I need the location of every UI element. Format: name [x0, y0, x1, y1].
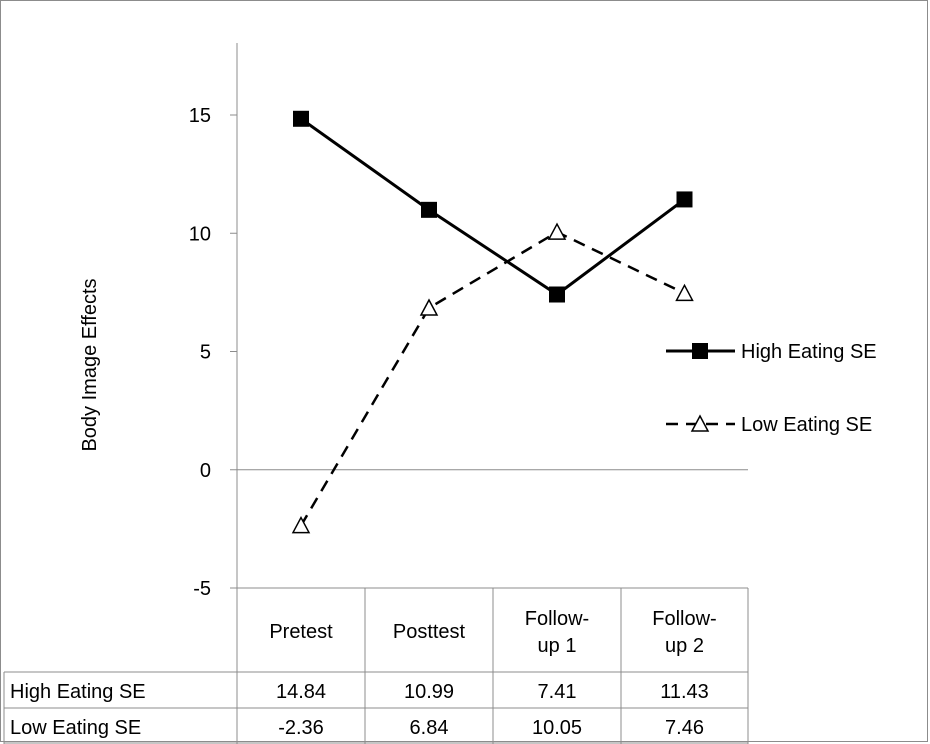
y-tick-label: 10	[189, 223, 211, 245]
y-tick-label: -5	[193, 578, 211, 600]
y-tick-label: 5	[200, 342, 211, 364]
y-axis-label: Body Image Effects	[79, 278, 101, 451]
data-label: 10.99	[404, 681, 454, 703]
low-eating-se-line	[299, 230, 686, 527]
low-eating-se-point	[547, 222, 567, 240]
y-tick-label: 0	[200, 460, 211, 482]
data-label: 11.43	[660, 681, 709, 703]
category-label: Pretest	[269, 621, 333, 643]
low-eating-se-point	[291, 515, 311, 534]
high-eating-se-point	[421, 201, 437, 218]
category-label: Follow-	[525, 608, 589, 630]
category-label: up 1	[538, 635, 577, 657]
high-eating-se-point	[676, 191, 693, 208]
data-label: 14.84	[276, 681, 326, 703]
high-eating-se-point	[549, 286, 565, 303]
data-label: 10.05	[532, 717, 582, 739]
data-label: 7.46	[665, 717, 704, 739]
category-label: Follow-	[652, 608, 716, 630]
legend-marker	[692, 343, 708, 359]
legend-label: High Eating SE	[741, 341, 877, 363]
low-eating-se-point	[419, 298, 439, 316]
legend-label: Low Eating SE	[741, 414, 872, 436]
y-tick-label: 15	[189, 105, 211, 127]
category-label: Posttest	[393, 621, 466, 643]
data-label: 7.41	[538, 681, 577, 703]
legend-marker	[690, 414, 710, 432]
category-label: up 2	[665, 635, 704, 657]
table-series-label: Low Eating SE	[10, 717, 141, 739]
high-eating-se-line	[300, 117, 686, 297]
low-eating-se-point	[675, 283, 694, 302]
high-eating-se-point	[293, 110, 309, 127]
table-series-label: High Eating SE	[10, 681, 146, 703]
data-label: 6.84	[410, 717, 449, 739]
data-label: -2.36	[278, 717, 324, 739]
